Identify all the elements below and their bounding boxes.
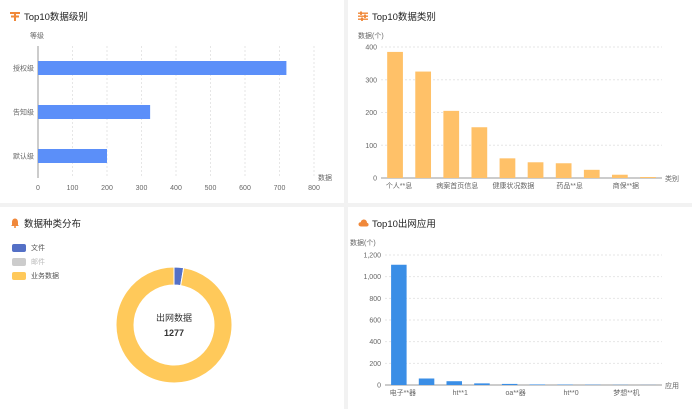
- bar: [38, 61, 287, 75]
- y-tick-label: 0: [377, 383, 381, 390]
- legend-swatch: [12, 244, 26, 252]
- bar: [474, 383, 490, 385]
- panel-title-types-text: 数据种类分布: [24, 219, 82, 230]
- bar: [527, 162, 544, 178]
- x-tick-label: 300: [136, 185, 148, 192]
- panel-data-level: Top10数据级别 0 100 200 300 400 500 600 700 800 等级数据 授…: [0, 0, 344, 203]
- x-tick-label: 700: [274, 185, 286, 192]
- panel-title-apps-text: Top10出网应用: [372, 219, 436, 230]
- x-tick-label: 800: [308, 185, 320, 192]
- panel-title-level-text: Top10数据级别: [24, 12, 88, 23]
- panel-data-types: 数据种类分布 文件邮件业务数据 出网数据 1277: [0, 207, 344, 409]
- panel-title-category: Top10数据类别: [358, 9, 436, 23]
- x-tick-label: 600: [239, 185, 251, 192]
- panel-title-category-text: Top10数据类别: [372, 12, 436, 23]
- y-tick-label: 600: [369, 318, 381, 325]
- sliders-icon: [358, 11, 368, 21]
- bar: [611, 174, 628, 178]
- y-tick-label: 400: [369, 339, 381, 346]
- x-axis-title: 应用: [665, 381, 679, 390]
- bar: [391, 264, 407, 385]
- bar: [418, 378, 435, 385]
- bar: [387, 51, 403, 178]
- bar: [529, 384, 546, 385]
- bar: [446, 381, 463, 385]
- x-tick-label: ht**0: [563, 390, 578, 397]
- x-axis-title: 数据: [318, 173, 332, 182]
- y-tick-label: 200: [369, 361, 381, 368]
- legend-swatch: [12, 272, 26, 280]
- y-tick-label: 默认级: [13, 152, 34, 161]
- panel-data-apps: Top10出网应用 0 200 400 600 800 1,000 1,200 数据(个) 应用…: [348, 207, 692, 409]
- y-tick-label: 200: [365, 110, 377, 117]
- bar: [415, 71, 432, 178]
- panel-title-types: 数据种类分布: [10, 216, 81, 230]
- bar: [640, 177, 656, 178]
- x-tick-label: 梦想**机: [613, 388, 639, 397]
- x-tick-label: 个人**息: [386, 181, 412, 190]
- y-axis-title: 数据(个): [350, 238, 376, 247]
- bar: [38, 105, 151, 119]
- legend-label: 文件: [31, 245, 45, 252]
- x-tick-label: 100: [67, 185, 79, 192]
- x-tick-label: 健康状况数据: [492, 181, 534, 190]
- pie-slice: [115, 266, 233, 384]
- y-tick-label: 1,200: [363, 253, 381, 260]
- legend-label: 业务数据: [31, 273, 59, 280]
- y-tick-label: 1,000: [363, 274, 381, 281]
- x-tick-label: 药品**息: [556, 181, 582, 190]
- bar: [38, 149, 107, 163]
- donut-total: 1277: [164, 328, 184, 338]
- y-tick-label: 100: [365, 143, 377, 150]
- y-tick-label: 400: [365, 45, 377, 52]
- chart-data-types: 出网数据 1277: [115, 266, 233, 384]
- x-tick-label: 电子**器: [390, 388, 416, 397]
- y-tick-label: 0: [373, 176, 377, 183]
- x-tick-label: 商保**据: [613, 181, 639, 190]
- bar: [501, 383, 518, 385]
- legend-swatch: [12, 258, 26, 266]
- bell-icon: [10, 218, 20, 228]
- bar: [471, 127, 488, 178]
- panel-title-apps: Top10出网应用: [358, 216, 436, 230]
- legend-label: 邮件: [31, 259, 45, 266]
- x-tick-label: 0: [36, 185, 40, 192]
- x-tick-label: ht**1: [453, 390, 468, 397]
- panel-data-category: Top10数据类别 0 100 200 300 400 数据(个) 类别个人**息 病案首页信…: [348, 0, 692, 203]
- y-tick-label: 300: [365, 77, 377, 84]
- y-tick-label: 800: [369, 296, 381, 303]
- legend-item[interactable]: 邮件: [12, 255, 59, 269]
- level-icon: [10, 11, 20, 21]
- cloud-icon: [358, 218, 369, 228]
- donut-center-label: 出网数据: [156, 312, 192, 323]
- x-axis-title: 类别: [665, 174, 679, 183]
- bar: [555, 163, 572, 178]
- legend-item[interactable]: 文件: [12, 241, 59, 255]
- y-axis-title: 数据(个): [358, 31, 384, 40]
- y-tick-label: 授权级: [13, 64, 34, 73]
- legend-item[interactable]: 业务数据: [12, 269, 59, 283]
- x-tick-label: 500: [205, 185, 217, 192]
- y-axis-title: 等级: [30, 31, 44, 40]
- types-legend: 文件 邮件 业务数据: [12, 241, 59, 283]
- x-tick-label: oa**器: [506, 389, 526, 397]
- bar: [443, 110, 460, 178]
- x-tick-label: 400: [170, 185, 182, 192]
- x-tick-label: 200: [101, 185, 113, 192]
- x-tick-label: 病案首页信息: [436, 181, 478, 190]
- bar: [499, 158, 516, 178]
- y-tick-label: 告知级: [13, 108, 34, 117]
- bar: [583, 169, 600, 178]
- panel-title-level: Top10数据级别: [10, 9, 88, 23]
